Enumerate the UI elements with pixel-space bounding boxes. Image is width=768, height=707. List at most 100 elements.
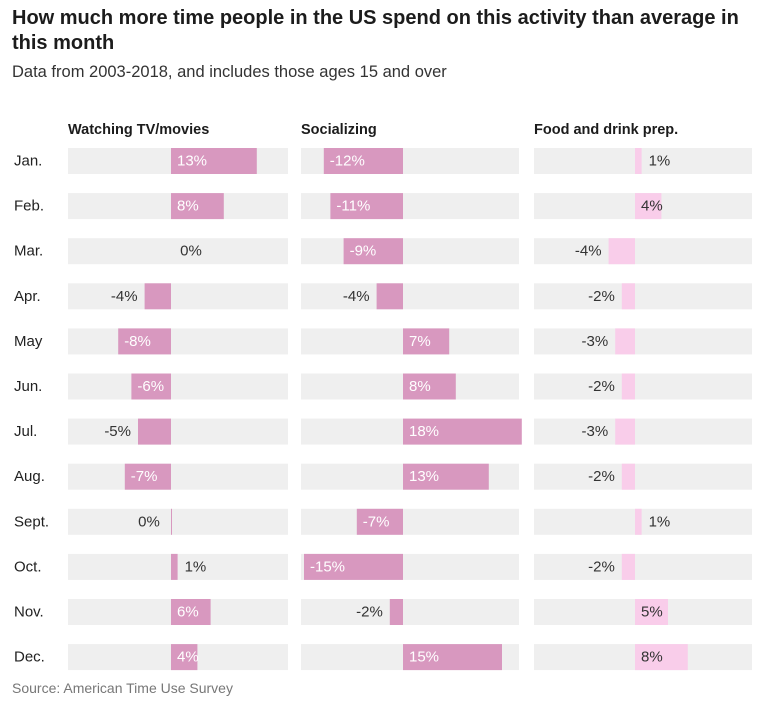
value-label: -2% <box>356 604 383 621</box>
value-label: -15% <box>310 558 345 575</box>
bar-food-and-drink-prep <box>635 508 642 535</box>
bar-food-and-drink-prep <box>621 553 635 580</box>
value-label: 5% <box>641 604 663 621</box>
bar-food-and-drink-prep <box>608 238 635 265</box>
value-label: -8% <box>124 333 151 350</box>
month-label: Apr. <box>14 288 41 305</box>
bar-track <box>534 148 752 174</box>
value-label: -4% <box>575 243 602 260</box>
month-label: May <box>14 333 43 350</box>
bar-track <box>534 238 752 265</box>
month-label: Mar. <box>14 243 43 260</box>
bar-socializing <box>403 373 456 400</box>
bar-socializing <box>389 599 403 625</box>
value-label: -2% <box>588 288 615 305</box>
bar-watching-tv-movies <box>171 193 224 220</box>
value-label: 13% <box>409 468 439 485</box>
bar-food-and-drink-prep <box>635 193 662 220</box>
value-label: 8% <box>409 378 431 395</box>
value-label: -9% <box>350 243 377 260</box>
value-label: 18% <box>409 423 439 440</box>
bar-watching-tv-movies <box>118 328 171 355</box>
month-label: Jan. <box>14 153 42 170</box>
bar-socializing <box>343 238 403 265</box>
value-label: 7% <box>409 333 431 350</box>
value-label: -2% <box>588 558 615 575</box>
value-label: 8% <box>177 198 199 215</box>
value-label: 4% <box>641 198 663 215</box>
bar-track <box>534 553 752 580</box>
bar-socializing <box>304 553 403 580</box>
value-label: 8% <box>641 649 663 666</box>
bar-track <box>68 328 288 355</box>
bar-food-and-drink-prep <box>621 373 635 400</box>
panel-title-socializing: Socializing <box>301 122 377 138</box>
panel-title-food-and-drink-prep: Food and drink prep. <box>534 122 678 138</box>
month-label: Jul. <box>14 423 37 440</box>
bar-food-and-drink-prep <box>621 283 635 310</box>
value-label: -12% <box>330 153 365 170</box>
bar-watching-tv-movies <box>171 553 178 580</box>
bar-track <box>534 328 752 355</box>
value-label: 0% <box>180 243 202 260</box>
bar-track <box>534 418 752 445</box>
bar-watching-tv-movies <box>131 373 171 400</box>
value-label: 1% <box>649 153 671 170</box>
bar-watching-tv-movies <box>171 644 198 671</box>
month-label: Sept. <box>14 513 49 530</box>
value-label: -4% <box>343 288 370 305</box>
month-label: Dec. <box>14 649 45 666</box>
bar-track <box>301 283 519 310</box>
bar-track <box>68 283 288 310</box>
bar-track <box>301 238 519 265</box>
bar-watching-tv-movies <box>124 463 171 490</box>
value-label: -3% <box>582 423 609 440</box>
bar-socializing <box>356 508 403 535</box>
bar-track <box>68 553 288 580</box>
bar-socializing <box>403 644 502 671</box>
bar-track <box>301 599 519 625</box>
value-label: 1% <box>185 558 207 575</box>
bar-food-and-drink-prep <box>635 148 642 174</box>
bar-food-and-drink-prep <box>615 328 635 355</box>
bar-track <box>68 418 288 445</box>
bar-watching-tv-movies <box>138 418 171 445</box>
bar-socializing <box>403 328 450 355</box>
month-label: Jun. <box>14 378 42 395</box>
bar-socializing <box>403 418 522 445</box>
bar-socializing <box>330 193 403 220</box>
value-label: -7% <box>363 513 390 530</box>
bar-track <box>534 373 752 400</box>
bar-watching-tv-movies <box>144 283 171 310</box>
bar-track <box>68 373 288 400</box>
bar-track <box>68 463 288 490</box>
value-label: -4% <box>111 288 138 305</box>
value-label: -2% <box>588 378 615 395</box>
bar-watching-tv-movies <box>171 599 211 625</box>
bar-food-and-drink-prep <box>635 644 688 671</box>
source-note: Source: American Time Use Survey <box>12 680 233 696</box>
bar-socializing <box>376 283 403 310</box>
bar-track <box>534 508 752 535</box>
value-label: 0% <box>138 513 160 530</box>
value-label: -7% <box>131 468 158 485</box>
value-label: 4% <box>177 649 199 666</box>
value-label: -3% <box>582 333 609 350</box>
value-label: -5% <box>104 423 131 440</box>
bar-food-and-drink-prep <box>635 599 668 625</box>
zero-marker <box>171 508 172 535</box>
bar-food-and-drink-prep <box>615 418 635 445</box>
bar-socializing <box>403 463 489 490</box>
value-label: 6% <box>177 604 199 621</box>
month-label: Oct. <box>14 558 42 575</box>
chart-title: How much more time people in the US spen… <box>12 7 739 54</box>
month-label: Aug. <box>14 468 45 485</box>
value-label: -2% <box>588 468 615 485</box>
bar-watching-tv-movies <box>171 148 257 174</box>
bar-track <box>534 283 752 310</box>
bar-track <box>68 508 288 535</box>
value-label: -6% <box>137 378 164 395</box>
bar-track <box>301 508 519 535</box>
month-label: Nov. <box>14 604 44 621</box>
